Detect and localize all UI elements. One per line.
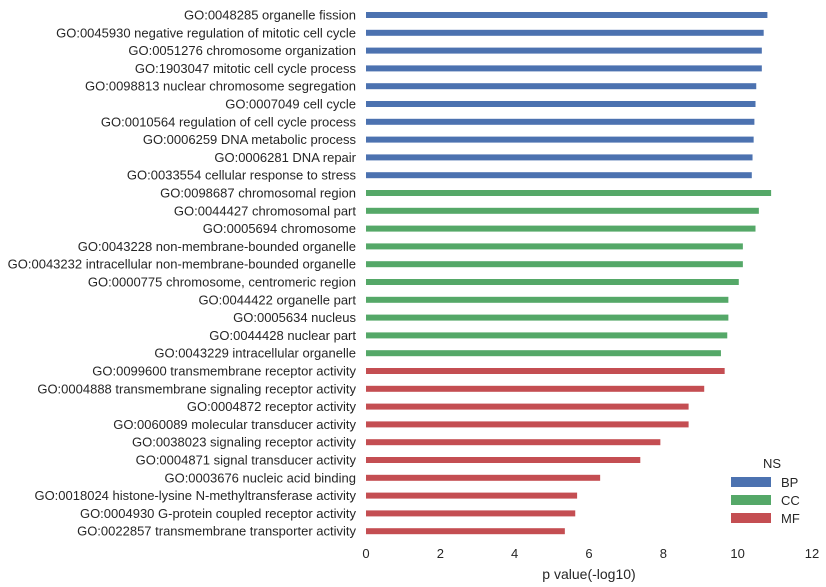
x-tick-label: 10	[730, 546, 744, 561]
legend-swatch	[731, 495, 771, 505]
bar	[366, 83, 757, 90]
category-label: GO:0033554 cellular response to stress	[127, 168, 357, 183]
bars	[366, 12, 772, 535]
x-tick-label: 2	[437, 546, 444, 561]
bar	[366, 457, 641, 463]
category-label: GO:1903047 mitotic cell cycle process	[135, 61, 357, 76]
x-axis-ticks: 0 2 4 6 8 10 12	[362, 546, 819, 561]
bar	[366, 279, 739, 285]
bar	[366, 101, 756, 107]
category-label: GO:0044422 organelle part	[198, 292, 356, 307]
x-tick-label: 12	[805, 546, 819, 561]
category-label: GO:0007049 cell cycle	[225, 97, 356, 112]
bar	[366, 296, 729, 303]
bar	[366, 403, 689, 410]
category-label: GO:0099600 transmembrane receptor activi…	[92, 364, 356, 379]
category-label: GO:0051276 chromosome organization	[128, 43, 356, 58]
category-label: GO:0004871 signal transducer activity	[136, 453, 357, 468]
bar	[366, 118, 755, 125]
x-axis-title: p value(-log10)	[542, 566, 635, 582]
bar	[366, 12, 768, 18]
bar	[366, 314, 729, 321]
category-label: GO:0010564 regulation of cell cycle proc…	[101, 114, 357, 129]
bar	[366, 243, 743, 250]
legend-label: BP	[781, 475, 798, 490]
legend: NS BP CC MF	[731, 456, 800, 526]
category-label: GO:0043228 non-membrane-bounded organell…	[78, 239, 356, 254]
bar	[366, 207, 759, 214]
category-label: GO:0018024 histone-lysine N-methyltransf…	[34, 488, 356, 503]
category-label: GO:0003676 nucleic acid binding	[164, 470, 356, 485]
bar	[366, 528, 565, 535]
category-label: GO:0006259 DNA metabolic process	[143, 132, 357, 147]
x-tick-label: 8	[660, 546, 667, 561]
bar	[366, 47, 762, 54]
category-label: GO:0006281 DNA repair	[214, 150, 356, 165]
bar	[366, 29, 764, 36]
category-label: GO:0043229 intracellular organelle	[154, 346, 356, 361]
category-label: GO:0000775 chromosome, centromeric regio…	[88, 275, 356, 290]
bar	[366, 65, 762, 72]
category-label: GO:0004930 G-protein coupled receptor ac…	[80, 506, 357, 521]
category-label: GO:0004888 transmembrane signaling recep…	[37, 381, 356, 396]
category-label: GO:0044428 nuclear part	[209, 328, 356, 343]
category-label: GO:0022857 transmembrane transporter act…	[77, 524, 356, 539]
category-label: GO:0098813 nuclear chromosome segregatio…	[85, 79, 356, 94]
category-label: GO:0005634 nucleus	[233, 310, 356, 325]
legend-title: NS	[763, 456, 781, 471]
bar	[366, 385, 705, 392]
bar	[366, 225, 756, 232]
x-tick-label: 6	[585, 546, 592, 561]
bar	[366, 172, 752, 179]
bar	[366, 492, 578, 499]
bar	[366, 261, 743, 268]
bar	[366, 332, 728, 339]
legend-label: MF	[781, 511, 800, 526]
x-tick-label: 0	[362, 546, 369, 561]
bar	[366, 350, 721, 357]
bar	[366, 154, 753, 161]
bar	[366, 136, 754, 143]
category-labels: GO:0048285 organelle fission GO:0045930 n…	[8, 8, 357, 539]
category-label: GO:0060089 molecular transducer activity	[113, 417, 356, 432]
x-tick-label: 4	[511, 546, 518, 561]
bar	[366, 510, 576, 517]
category-label: GO:0044427 chromosomal part	[174, 203, 356, 218]
legend-swatch	[731, 513, 771, 523]
bar	[366, 368, 725, 374]
category-label: GO:0048285 organelle fission	[184, 8, 356, 23]
category-label: GO:0038023 signaling receptor activity	[132, 435, 357, 450]
bar	[366, 421, 689, 428]
category-label: GO:0043232 intracellular non-membrane-bo…	[8, 257, 356, 272]
category-label: GO:0098687 chromosomal region	[160, 186, 356, 201]
bar	[366, 474, 601, 481]
category-label: GO:0045930 negative regulation of mitoti…	[56, 25, 356, 40]
bar	[366, 439, 661, 446]
category-label: GO:0005694 chromosome	[203, 221, 356, 236]
legend-swatch	[731, 477, 771, 487]
bar	[366, 190, 772, 196]
category-label: GO:0004872 receptor activity	[187, 399, 357, 414]
legend-label: CC	[781, 493, 800, 508]
